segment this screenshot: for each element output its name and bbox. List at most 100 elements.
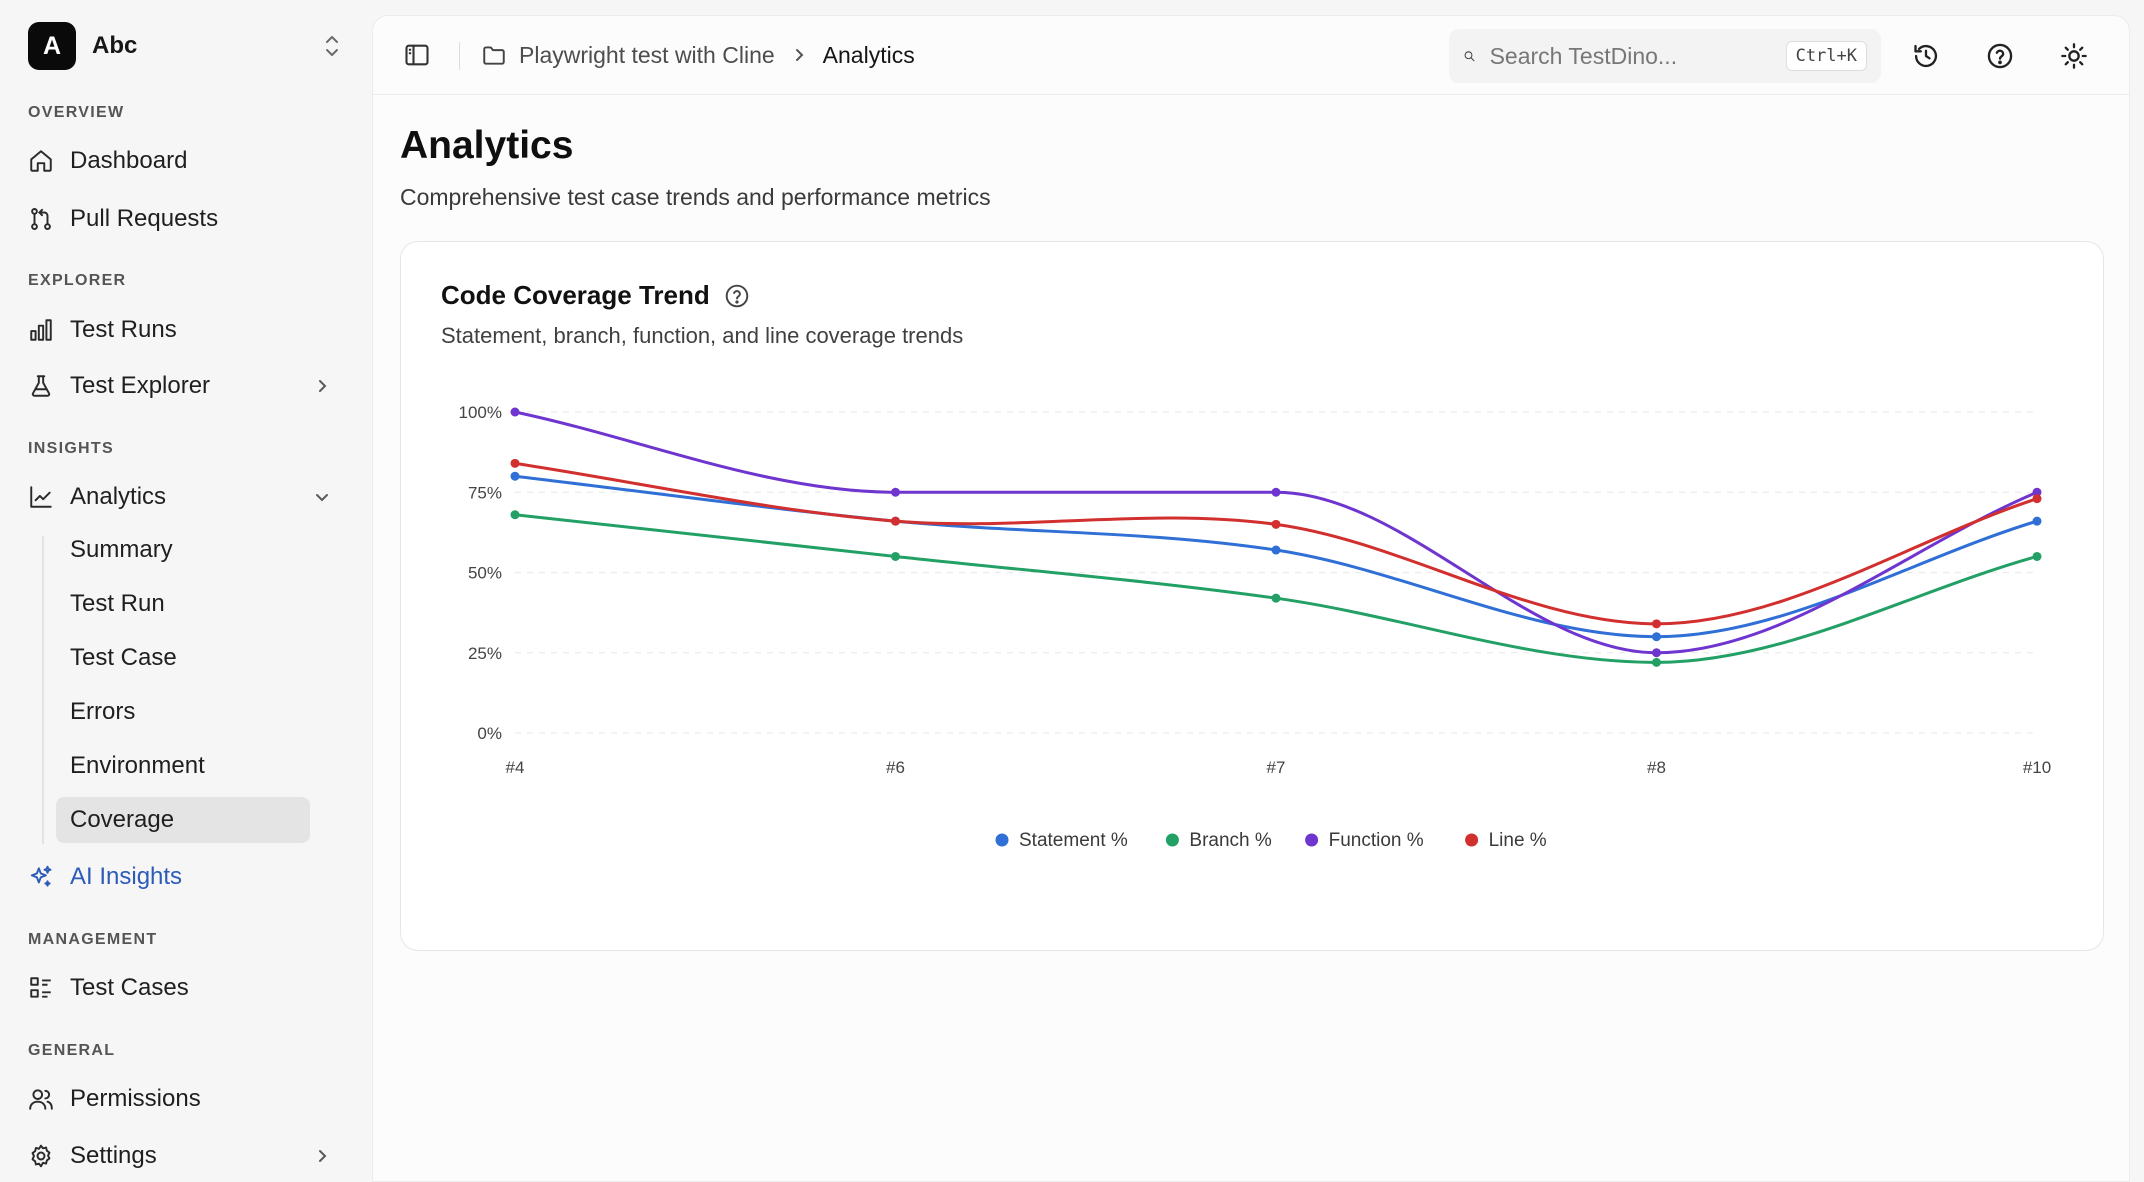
search-box[interactable]: Ctrl+K: [1449, 29, 1881, 83]
data-point: [2032, 494, 2042, 504]
legend-item: Function %: [1305, 830, 1424, 851]
sidebar-item-test-runs[interactable]: Test Runs: [28, 308, 340, 352]
chart-legend: Statement % Branch % Function % Line %: [995, 830, 1547, 851]
card-subtitle: Statement, branch, function, and line co…: [441, 323, 964, 348]
help-circle-icon[interactable]: [1986, 42, 2014, 70]
data-point: [2032, 551, 2042, 561]
search-input[interactable]: [1489, 42, 1786, 70]
series-statement: [510, 471, 2042, 642]
search-shortcut-badge: Ctrl+K: [1785, 41, 1867, 71]
home-icon: [30, 150, 52, 172]
breadcrumb: Playwright test with Cline Analytics: [481, 38, 915, 72]
data-point: [1271, 545, 1281, 555]
card-title: Code Coverage Trend: [441, 280, 750, 311]
breadcrumb-project-link[interactable]: Playwright test with Cline: [519, 41, 775, 68]
sidebar-item-label: Test Cases: [70, 974, 189, 1001]
legend-label: Statement %: [1019, 830, 1128, 851]
history-icon[interactable]: [1912, 42, 1940, 70]
chevron-right-icon: [795, 49, 804, 61]
y-tick-label: 25%: [468, 644, 502, 663]
legend-swatch: [1465, 833, 1479, 847]
series-line: [510, 458, 2042, 629]
sidebar-item-label: Test Explorer: [70, 372, 211, 399]
divider: [459, 42, 460, 70]
search-icon: [1464, 51, 1475, 62]
folder-icon: [483, 46, 505, 65]
sidebar-subitem-errors[interactable]: Errors: [70, 698, 136, 725]
data-point: [1271, 519, 1281, 529]
sidebar-item-label: Settings: [70, 1142, 157, 1169]
users-icon: [29, 1089, 53, 1110]
data-point: [2032, 487, 2042, 497]
sparkles-icon: [30, 865, 52, 887]
section-label-insights: INSIGHTS: [28, 440, 114, 457]
top-bar: Playwright test with Cline Analytics Ctr…: [373, 16, 2129, 95]
legend-swatch: [1165, 833, 1179, 847]
sidebar-item-label: Permissions: [70, 1085, 201, 1112]
data-point: [510, 407, 520, 417]
chevrons-up-down-icon: [326, 36, 338, 56]
data-point: [1652, 657, 1661, 667]
sidebar-item-settings[interactable]: Settings: [28, 1134, 340, 1178]
x-tick-label: #8: [1647, 758, 1666, 777]
sidebar-item-label: AI Insights: [70, 863, 183, 890]
sun-icon[interactable]: [2060, 42, 2088, 70]
data-point: [1652, 632, 1661, 642]
section-label-management: MANAGEMENT: [28, 931, 158, 948]
data-point: [510, 471, 520, 481]
y-tick-label: 50%: [468, 564, 502, 583]
list-checks-icon: [30, 977, 51, 998]
gear-icon: [31, 1144, 51, 1168]
legend-label: Line %: [1489, 830, 1547, 851]
x-tick-label: #4: [506, 758, 525, 777]
page-subtitle: Comprehensive test case trends and perfo…: [400, 184, 991, 210]
sidebar-item-test-cases[interactable]: Test Cases: [28, 966, 340, 1010]
x-tick-label: #6: [886, 758, 905, 777]
data-point: [2032, 516, 2042, 526]
sidebar-item-label: Analytics: [70, 483, 167, 510]
sidebar-item-label: Test Runs: [70, 316, 177, 343]
sidebar-item-pull-requests[interactable]: Pull Requests: [28, 197, 340, 241]
chevron-right-icon: [319, 1150, 327, 1162]
sidebar-item-analytics[interactable]: Analytics: [28, 475, 340, 519]
series-line: [514, 410, 2038, 655]
data-point: [891, 551, 900, 561]
x-tick-label: #10: [2023, 758, 2051, 777]
git-pull-request-icon: [31, 208, 51, 230]
series-function: [510, 407, 2042, 658]
sidebar-toggle-icon[interactable]: [403, 41, 431, 69]
main-panel: Playwright test with Cline Analytics Ctr…: [372, 15, 2130, 1182]
series-branch: [510, 510, 2042, 667]
section-label-general: GENERAL: [28, 1042, 116, 1059]
sidebar-subitem-test-run[interactable]: Test Run: [70, 590, 165, 617]
data-point: [891, 487, 900, 497]
data-point: [510, 510, 520, 520]
sidebar-subitem-test-case[interactable]: Test Case: [70, 644, 177, 671]
sidebar-item-label: Pull Requests: [70, 205, 219, 232]
flask-icon: [31, 375, 51, 397]
chevron-down-icon: [316, 494, 328, 502]
data-point: [891, 516, 900, 526]
sidebar-item-permissions[interactable]: Permissions: [28, 1077, 340, 1121]
legend-swatch: [995, 833, 1009, 847]
data-point: [1271, 487, 1281, 497]
sidebar-subitem-environment[interactable]: Environment: [70, 752, 205, 779]
legend-item: Line %: [1465, 830, 1547, 851]
page-title: Analytics: [400, 124, 574, 167]
sidebar-subitem-summary[interactable]: Summary: [70, 536, 173, 563]
x-tick-label: #7: [1267, 758, 1286, 777]
coverage-trend-card: Code Coverage Trend Statement, branch, f…: [400, 241, 2104, 951]
help-circle-icon[interactable]: [724, 283, 750, 309]
sidebar-subitem-coverage[interactable]: Coverage: [56, 797, 310, 843]
breadcrumb-current: Analytics: [822, 41, 915, 68]
data-point: [1271, 593, 1281, 603]
sidebar-item-dashboard[interactable]: Dashboard: [28, 139, 340, 183]
workspace-switcher[interactable]: A Abc: [28, 22, 344, 70]
y-tick-label: 0%: [477, 724, 502, 743]
sidebar-item-test-explorer[interactable]: Test Explorer: [28, 364, 340, 408]
section-label-explorer: EXPLORER: [28, 272, 127, 289]
data-point: [1652, 648, 1661, 658]
sidebar-item-ai-insights[interactable]: AI Insights: [28, 855, 340, 899]
data-point: [510, 458, 520, 468]
line-chart-icon: [30, 486, 52, 508]
